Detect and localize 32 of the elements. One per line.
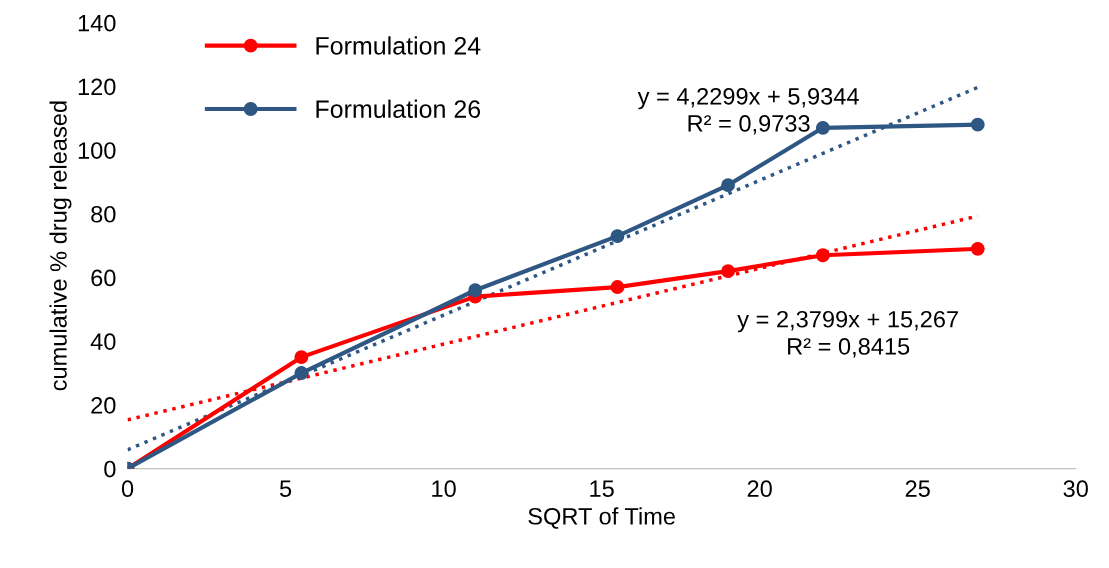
x-tick-label: 10	[432, 480, 456, 498]
point	[610, 229, 625, 244]
y-axis-title: cumulative % drug released	[49, 101, 72, 391]
legend-label: Formulation 24	[316, 36, 481, 55]
point	[970, 117, 985, 132]
point	[815, 120, 830, 135]
point	[294, 350, 309, 365]
point	[468, 283, 483, 298]
x-axis-title: SQRT of Time	[528, 507, 675, 529]
y-tick-label: 20	[91, 396, 116, 414]
y-tick-label: 100	[78, 142, 116, 159]
x-tick-label: 30	[1063, 480, 1088, 498]
legend-label: Formulation 26	[316, 99, 481, 118]
point	[721, 264, 736, 279]
annotation: y = 4,2299x + 5,9344 R² = 0,9733	[637, 87, 859, 135]
x-tick-label: 20	[747, 480, 772, 498]
x-tick-label: 0	[121, 480, 134, 498]
point	[294, 366, 309, 380]
y-tick-label: 0	[104, 460, 116, 478]
point	[721, 178, 736, 193]
point	[970, 241, 985, 256]
x-tick-label: 15	[590, 480, 614, 498]
y-tick-label: 60	[91, 269, 116, 287]
y-tick-label: 120	[78, 78, 116, 96]
y-tick-label: 140	[78, 14, 116, 32]
point	[610, 280, 625, 295]
x-tick-label: 25	[905, 480, 930, 498]
annotation: y = 2,3799x + 15,267 R² = 0,8415	[737, 310, 958, 358]
y-tick-label: 80	[91, 205, 116, 223]
x-tick-label: 5	[279, 480, 292, 498]
y-tick-label: 40	[90, 333, 116, 350]
point	[815, 248, 830, 263]
